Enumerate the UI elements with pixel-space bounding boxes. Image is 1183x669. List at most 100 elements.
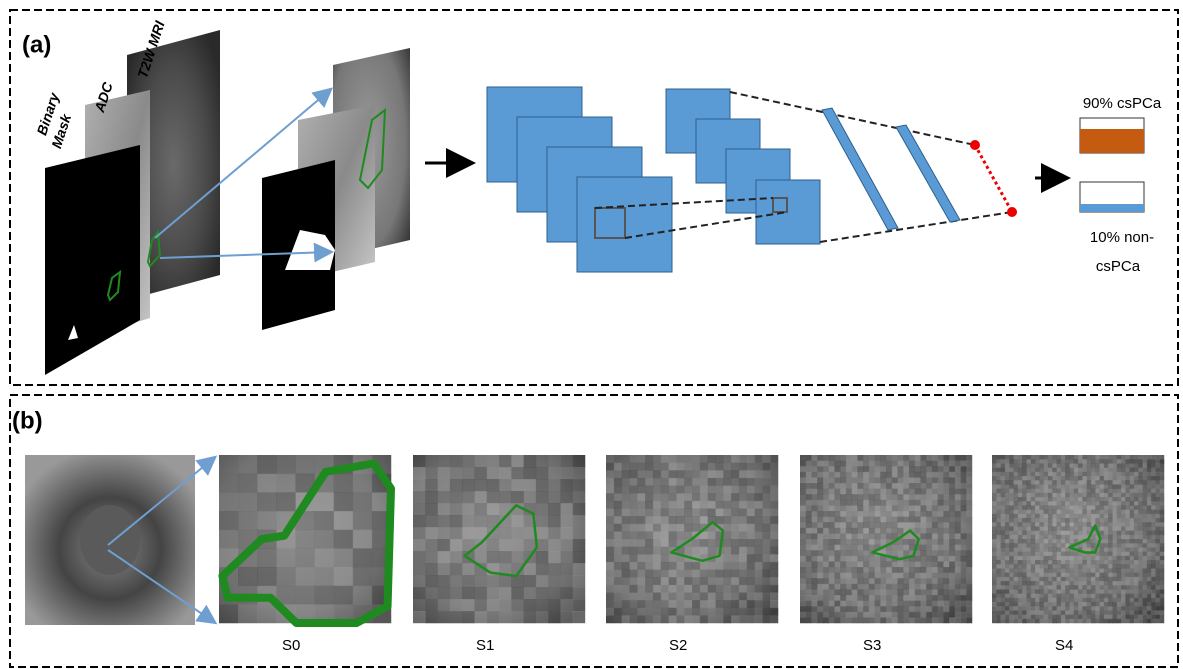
pixel <box>1155 455 1160 460</box>
pixel <box>1100 522 1105 527</box>
pixel <box>966 533 972 539</box>
pixel <box>1143 459 1148 464</box>
pixel <box>897 606 903 612</box>
pixel <box>875 500 881 506</box>
pixel <box>943 517 949 523</box>
pixel <box>573 611 586 624</box>
pixel <box>661 547 669 555</box>
pixel <box>1039 522 1044 527</box>
pixel <box>1091 581 1096 586</box>
pixel <box>875 567 881 573</box>
pixel <box>1112 577 1117 582</box>
pixel <box>1014 463 1019 468</box>
pixel <box>499 491 512 504</box>
pixel <box>1112 455 1117 460</box>
pixel <box>1074 489 1079 494</box>
scale-label: S4 <box>1055 637 1073 654</box>
pixel <box>1091 501 1096 506</box>
pixel <box>1061 489 1066 494</box>
pixel <box>1082 577 1087 582</box>
pixel <box>1134 468 1139 473</box>
pixel <box>869 494 875 500</box>
scale-row: S0S1S2S3S4 <box>219 455 1165 654</box>
pixel <box>684 493 692 501</box>
pixel <box>1108 539 1113 544</box>
pixel <box>739 524 747 532</box>
pixel <box>852 606 858 612</box>
pixel <box>1039 573 1044 578</box>
pixel <box>920 578 926 584</box>
pixel <box>1005 568 1010 573</box>
pixel <box>1160 480 1165 485</box>
pixel <box>1130 573 1135 578</box>
pixel <box>692 585 700 593</box>
pixel <box>1014 615 1019 620</box>
pixel <box>892 617 898 623</box>
pixel <box>1061 552 1066 557</box>
pixel <box>1001 619 1006 624</box>
pixel <box>1100 602 1105 607</box>
pixel <box>573 563 586 576</box>
pixel <box>1125 606 1130 611</box>
pixel <box>840 589 846 595</box>
pixel <box>1022 589 1027 594</box>
pixel <box>992 484 997 489</box>
pixel <box>708 501 716 509</box>
pixel <box>1074 589 1079 594</box>
pixel <box>1147 564 1152 569</box>
pixel <box>1112 493 1117 498</box>
pixel <box>1026 602 1031 607</box>
pixel <box>1147 489 1152 494</box>
pixel <box>1108 501 1113 506</box>
pixel <box>840 472 846 478</box>
pixel <box>880 511 886 517</box>
pixel <box>1044 539 1049 544</box>
pixel <box>219 511 239 530</box>
pixel <box>1005 619 1010 624</box>
pixel <box>1026 564 1031 569</box>
pixel <box>1091 543 1096 548</box>
pixel <box>996 619 1001 624</box>
pixel <box>926 528 932 534</box>
pixel <box>511 599 524 612</box>
pixel <box>926 545 932 551</box>
pixel <box>661 600 669 608</box>
pixel <box>920 595 926 601</box>
pixel <box>653 570 661 578</box>
pixel <box>800 489 806 495</box>
pixel <box>1035 606 1040 611</box>
pixel <box>1134 522 1139 527</box>
pixel <box>897 466 903 472</box>
pixel <box>1014 455 1019 460</box>
pixel <box>622 508 630 516</box>
pixel <box>1160 505 1165 510</box>
pixel <box>1005 585 1010 590</box>
pixel <box>450 467 463 480</box>
pixel <box>755 455 763 463</box>
pixel <box>1061 539 1066 544</box>
pixel <box>943 511 949 517</box>
pixel <box>840 561 846 567</box>
pixel <box>863 617 869 623</box>
pixel <box>897 612 903 618</box>
pixel <box>238 604 258 623</box>
pixel <box>511 455 524 468</box>
pixel <box>708 486 716 494</box>
pixel <box>1057 472 1062 477</box>
pixel <box>875 494 881 500</box>
pixel <box>1100 484 1105 489</box>
pixel <box>1087 602 1092 607</box>
pixel <box>1009 573 1014 578</box>
pixel <box>1014 585 1019 590</box>
pixel <box>932 617 938 623</box>
pixel <box>1130 463 1135 468</box>
pixel <box>1100 547 1105 552</box>
pixel <box>1138 476 1143 481</box>
pixel <box>1031 497 1036 502</box>
pixel <box>834 606 840 612</box>
pixel <box>992 543 997 548</box>
pixel <box>747 547 755 555</box>
pixel <box>1082 468 1087 473</box>
pixel <box>996 463 1001 468</box>
pixel <box>1100 598 1105 603</box>
